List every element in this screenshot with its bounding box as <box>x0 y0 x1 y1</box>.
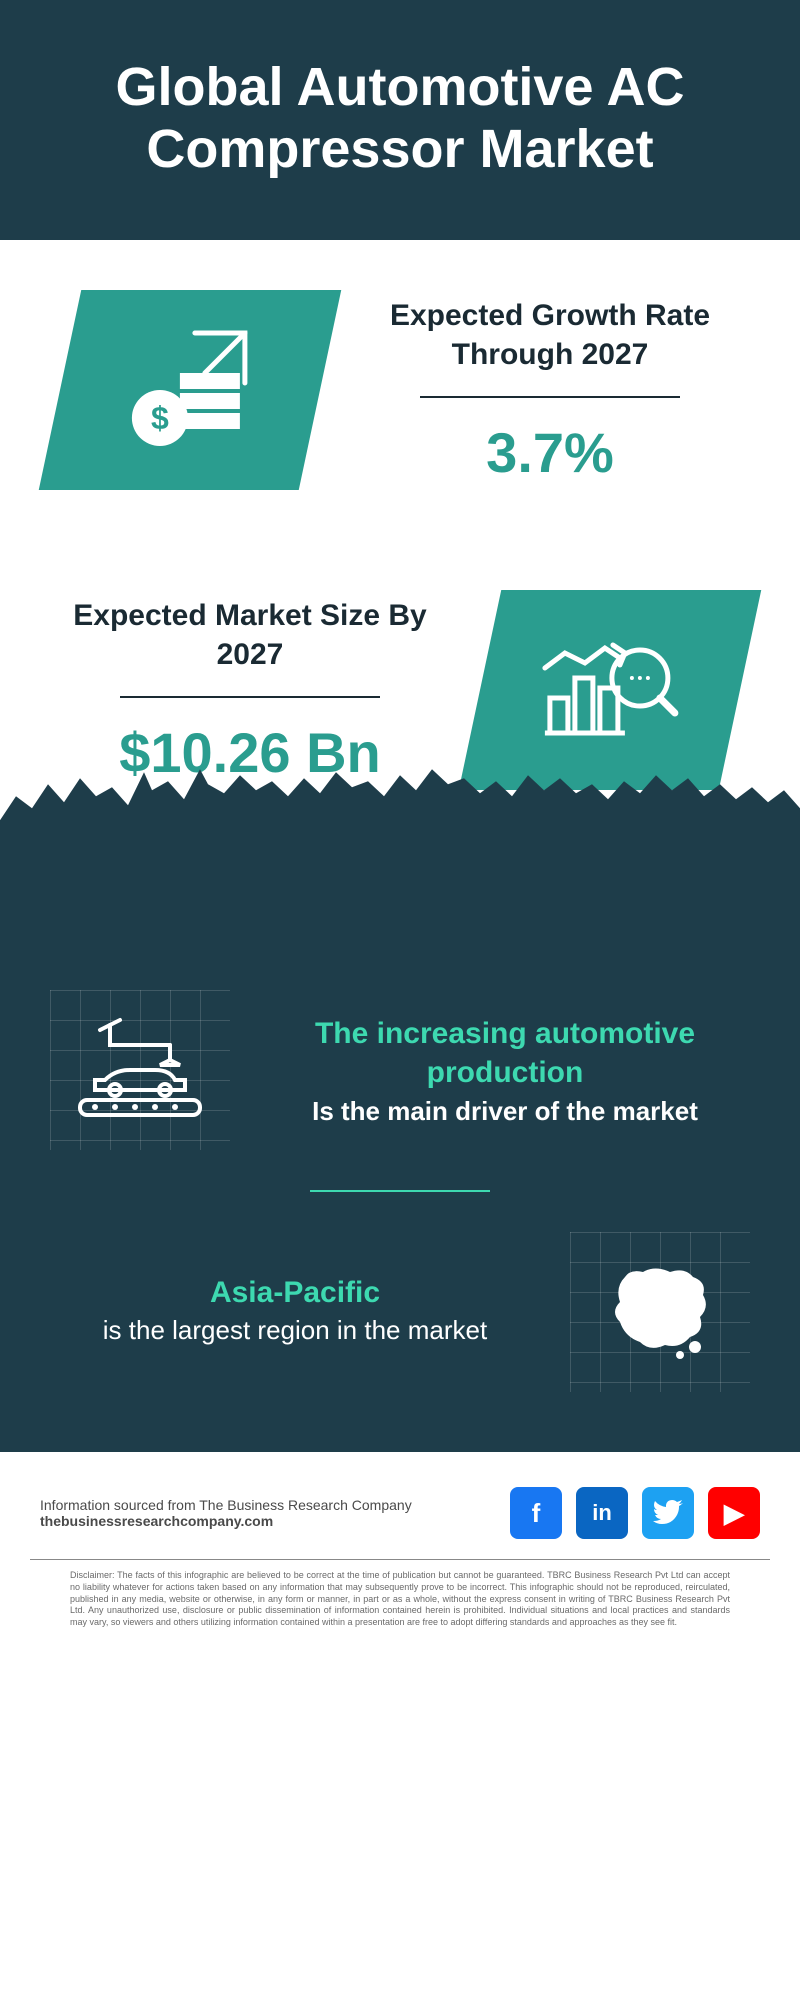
region-highlight: Asia-Pacific <box>50 1276 540 1310</box>
disclaimer-section: Disclaimer: The facts of this infographi… <box>30 1559 770 1668</box>
size-label: Expected Market Size By 2027 <box>60 596 440 674</box>
divider <box>120 696 380 698</box>
page-title: Global Automotive AC Compressor Market <box>80 56 720 180</box>
size-value: $10.26 Bn <box>60 720 440 785</box>
driver-row: The increasing automotive production Is … <box>50 990 750 1150</box>
driver-sub: Is the main driver of the market <box>260 1096 750 1127</box>
size-icon-shape <box>459 590 762 790</box>
header: Global Automotive AC Compressor Market <box>0 0 800 240</box>
source-text: Information sourced from The Business Re… <box>40 1497 412 1529</box>
source-line1: Information sourced from The Business Re… <box>40 1497 412 1513</box>
region-sub: is the largest region in the market <box>50 1314 540 1348</box>
growth-text: Expected Growth Rate Through 2027 3.7% <box>360 296 740 485</box>
disclaimer-text: Disclaimer: The facts of this infographi… <box>70 1570 730 1628</box>
asia-map-icon <box>570 1232 750 1392</box>
growth-label: Expected Growth Rate Through 2027 <box>360 296 740 374</box>
growth-stat-row: $ Expected Growth Rate Through 2027 3.7% <box>0 240 800 540</box>
region-text: Asia-Pacific is the largest region in th… <box>50 1276 540 1348</box>
youtube-icon[interactable]: ▶ <box>708 1487 760 1539</box>
region-row: Asia-Pacific is the largest region in th… <box>50 1232 750 1392</box>
money-growth-icon: $ <box>120 323 260 458</box>
facebook-icon[interactable]: f <box>510 1487 562 1539</box>
driver-highlight: The increasing automotive production <box>260 1014 750 1092</box>
linkedin-icon[interactable]: in <box>576 1487 628 1539</box>
manufacturing-icon <box>50 990 230 1150</box>
small-divider <box>310 1190 490 1192</box>
dark-section: The increasing automotive production Is … <box>0 970 800 1452</box>
driver-text: The increasing automotive production Is … <box>260 1014 750 1127</box>
divider <box>420 396 680 398</box>
growth-value: 3.7% <box>360 420 740 485</box>
svg-text:$: $ <box>151 400 169 436</box>
source-line2: thebusinessresearchcompany.com <box>40 1513 412 1529</box>
social-icons: f in ▶ <box>510 1487 760 1539</box>
chart-analysis-icon <box>535 623 685 758</box>
footer: Information sourced from The Business Re… <box>0 1452 800 1559</box>
growth-icon-shape: $ <box>39 290 342 490</box>
skyline-graphic <box>0 820 800 970</box>
size-text: Expected Market Size By 2027 $10.26 Bn <box>60 596 440 785</box>
twitter-icon[interactable] <box>642 1487 694 1539</box>
